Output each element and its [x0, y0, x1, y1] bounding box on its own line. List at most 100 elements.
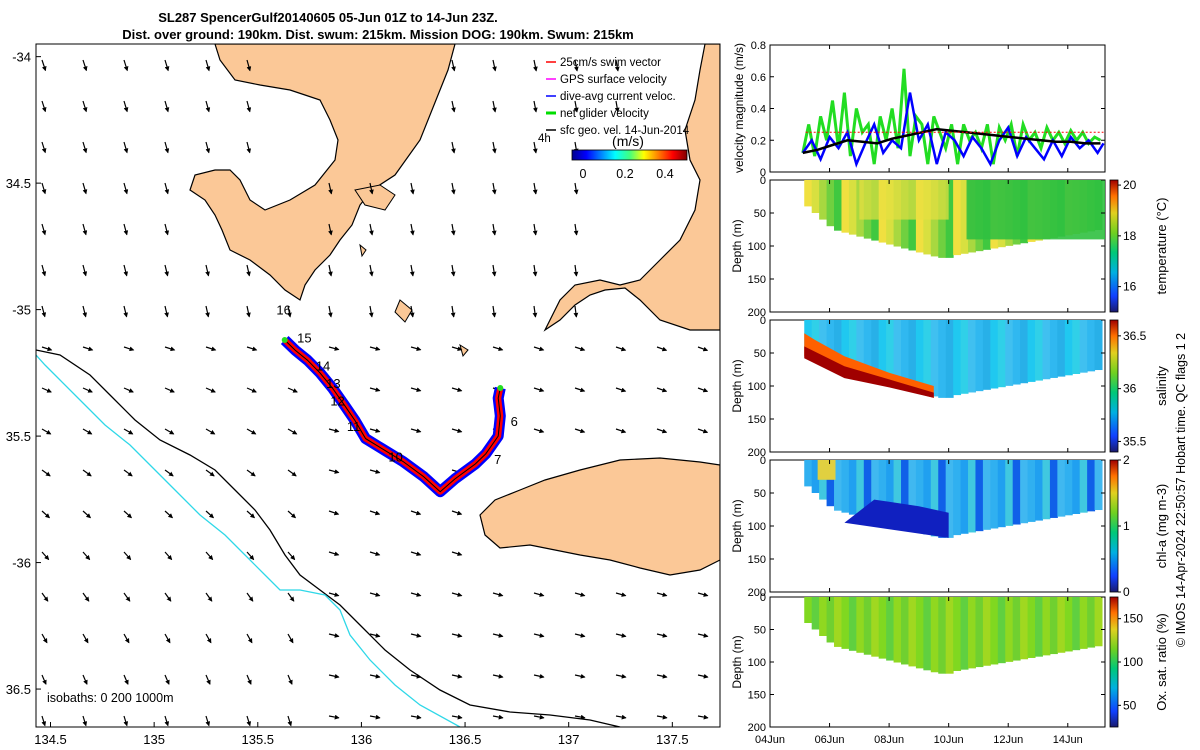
- current-vector: [409, 305, 415, 318]
- speed-colorbar: [571, 149, 688, 161]
- current-vector: [328, 264, 333, 277]
- day-label: 6: [511, 414, 518, 429]
- current-vector: [205, 428, 216, 435]
- current-vector: [656, 673, 668, 679]
- depth-tick: 200: [748, 722, 766, 734]
- section-cell: [923, 320, 932, 395]
- map-y-tick: -36: [12, 556, 31, 571]
- current-vector: [246, 264, 251, 277]
- current-vector: [82, 141, 88, 154]
- depth-tick: 0: [760, 175, 766, 187]
- current-vector: [533, 346, 545, 352]
- velocity-y-tick: 0.6: [751, 72, 766, 84]
- section-cell: [878, 320, 887, 383]
- legend-net-glider: net glider velocity: [560, 108, 649, 120]
- current-vector: [123, 387, 134, 393]
- current-vector: [450, 182, 456, 195]
- section-cell: [841, 597, 850, 649]
- section-cell: [1012, 320, 1021, 385]
- section-cell: [848, 460, 857, 515]
- section-cell: [945, 460, 954, 538]
- section-cell: [1005, 320, 1014, 386]
- map-y-tick: -34: [12, 50, 31, 65]
- current-vector: [451, 714, 463, 720]
- section-cell: [826, 460, 835, 507]
- current-vector: [164, 305, 169, 318]
- section-cell: [844, 499, 949, 538]
- current-vector: [532, 141, 538, 154]
- current-vector: [123, 223, 129, 236]
- current-vector: [123, 346, 135, 352]
- current-vector: [574, 387, 586, 393]
- colorbar-unit-label: (m/s): [612, 133, 644, 149]
- section-cell: [811, 597, 820, 630]
- current-vector: [123, 100, 129, 113]
- section-cell: [841, 180, 850, 233]
- section-cell: [804, 180, 813, 207]
- oxygen-section-colorbar: [1109, 596, 1119, 728]
- section-cell: [1020, 597, 1029, 660]
- legend-4h-note: 4h: [538, 133, 551, 145]
- section-cell: [1042, 597, 1051, 656]
- current-vector: [369, 714, 381, 720]
- current-vector: [656, 346, 668, 352]
- legend-swim-vector: 25cm/s swim vector: [560, 57, 661, 69]
- depth-axis-label: Depth (m): [730, 635, 744, 688]
- day-label: 10: [388, 449, 402, 464]
- section-cell: [834, 180, 842, 231]
- current-vector: [533, 633, 545, 638]
- section-cell: [863, 460, 872, 519]
- current-vector: [697, 387, 709, 393]
- current-vector: [123, 633, 130, 644]
- section-cell: [804, 460, 813, 487]
- section-cell: [1042, 460, 1051, 520]
- section-cell: [878, 460, 887, 523]
- current-vector: [205, 346, 217, 352]
- section-cell: [826, 180, 835, 227]
- map-y-axis: -34 34.5 -35 35.5 -36 36.5: [6, 50, 41, 697]
- section-cell: [811, 460, 820, 493]
- current-vector: [82, 715, 88, 727]
- current-vector: [82, 59, 88, 72]
- section-cell: [1087, 597, 1096, 648]
- time-axis-tick: 10Jun: [934, 734, 964, 746]
- section-cell: [975, 320, 984, 392]
- section-cell: [915, 460, 924, 533]
- section-cell: [1072, 460, 1081, 514]
- current-vector: [574, 592, 586, 597]
- section-cell: [1079, 320, 1088, 373]
- current-vector: [492, 673, 504, 679]
- current-vector: [287, 428, 298, 435]
- section-cell: [1012, 597, 1021, 661]
- current-vector: [532, 223, 538, 236]
- colorbar-tick: 50: [1123, 698, 1137, 712]
- current-vector: [369, 428, 381, 433]
- section-cell: [982, 597, 991, 666]
- current-vector: [451, 592, 463, 597]
- section-cell: [819, 180, 828, 220]
- section-cell: [1057, 320, 1066, 377]
- current-vector: [697, 714, 709, 720]
- section-cell: [834, 460, 842, 511]
- salinity-section-colorbar: [1109, 319, 1119, 453]
- current-vector: [491, 264, 497, 277]
- current-vector: [164, 387, 175, 393]
- section-cell: [893, 460, 902, 527]
- time-axis-tick: 14Jun: [1053, 734, 1083, 746]
- section-cell: [966, 180, 1105, 240]
- track-end-marker: [281, 336, 288, 343]
- oxygen-section-data: [804, 597, 1103, 674]
- section-cell: [848, 597, 857, 651]
- current-vector: [328, 673, 340, 679]
- current-vector: [246, 59, 252, 72]
- current-vector: [123, 551, 132, 561]
- current-vector: [573, 59, 579, 72]
- current-vector: [41, 715, 47, 727]
- depth-tick: 50: [754, 208, 766, 220]
- section-cell: [804, 597, 813, 623]
- current-vector: [614, 59, 620, 72]
- current-vector: [574, 428, 586, 434]
- current-vector: [532, 264, 538, 277]
- current-vector: [205, 715, 211, 727]
- section-cell: [930, 320, 939, 397]
